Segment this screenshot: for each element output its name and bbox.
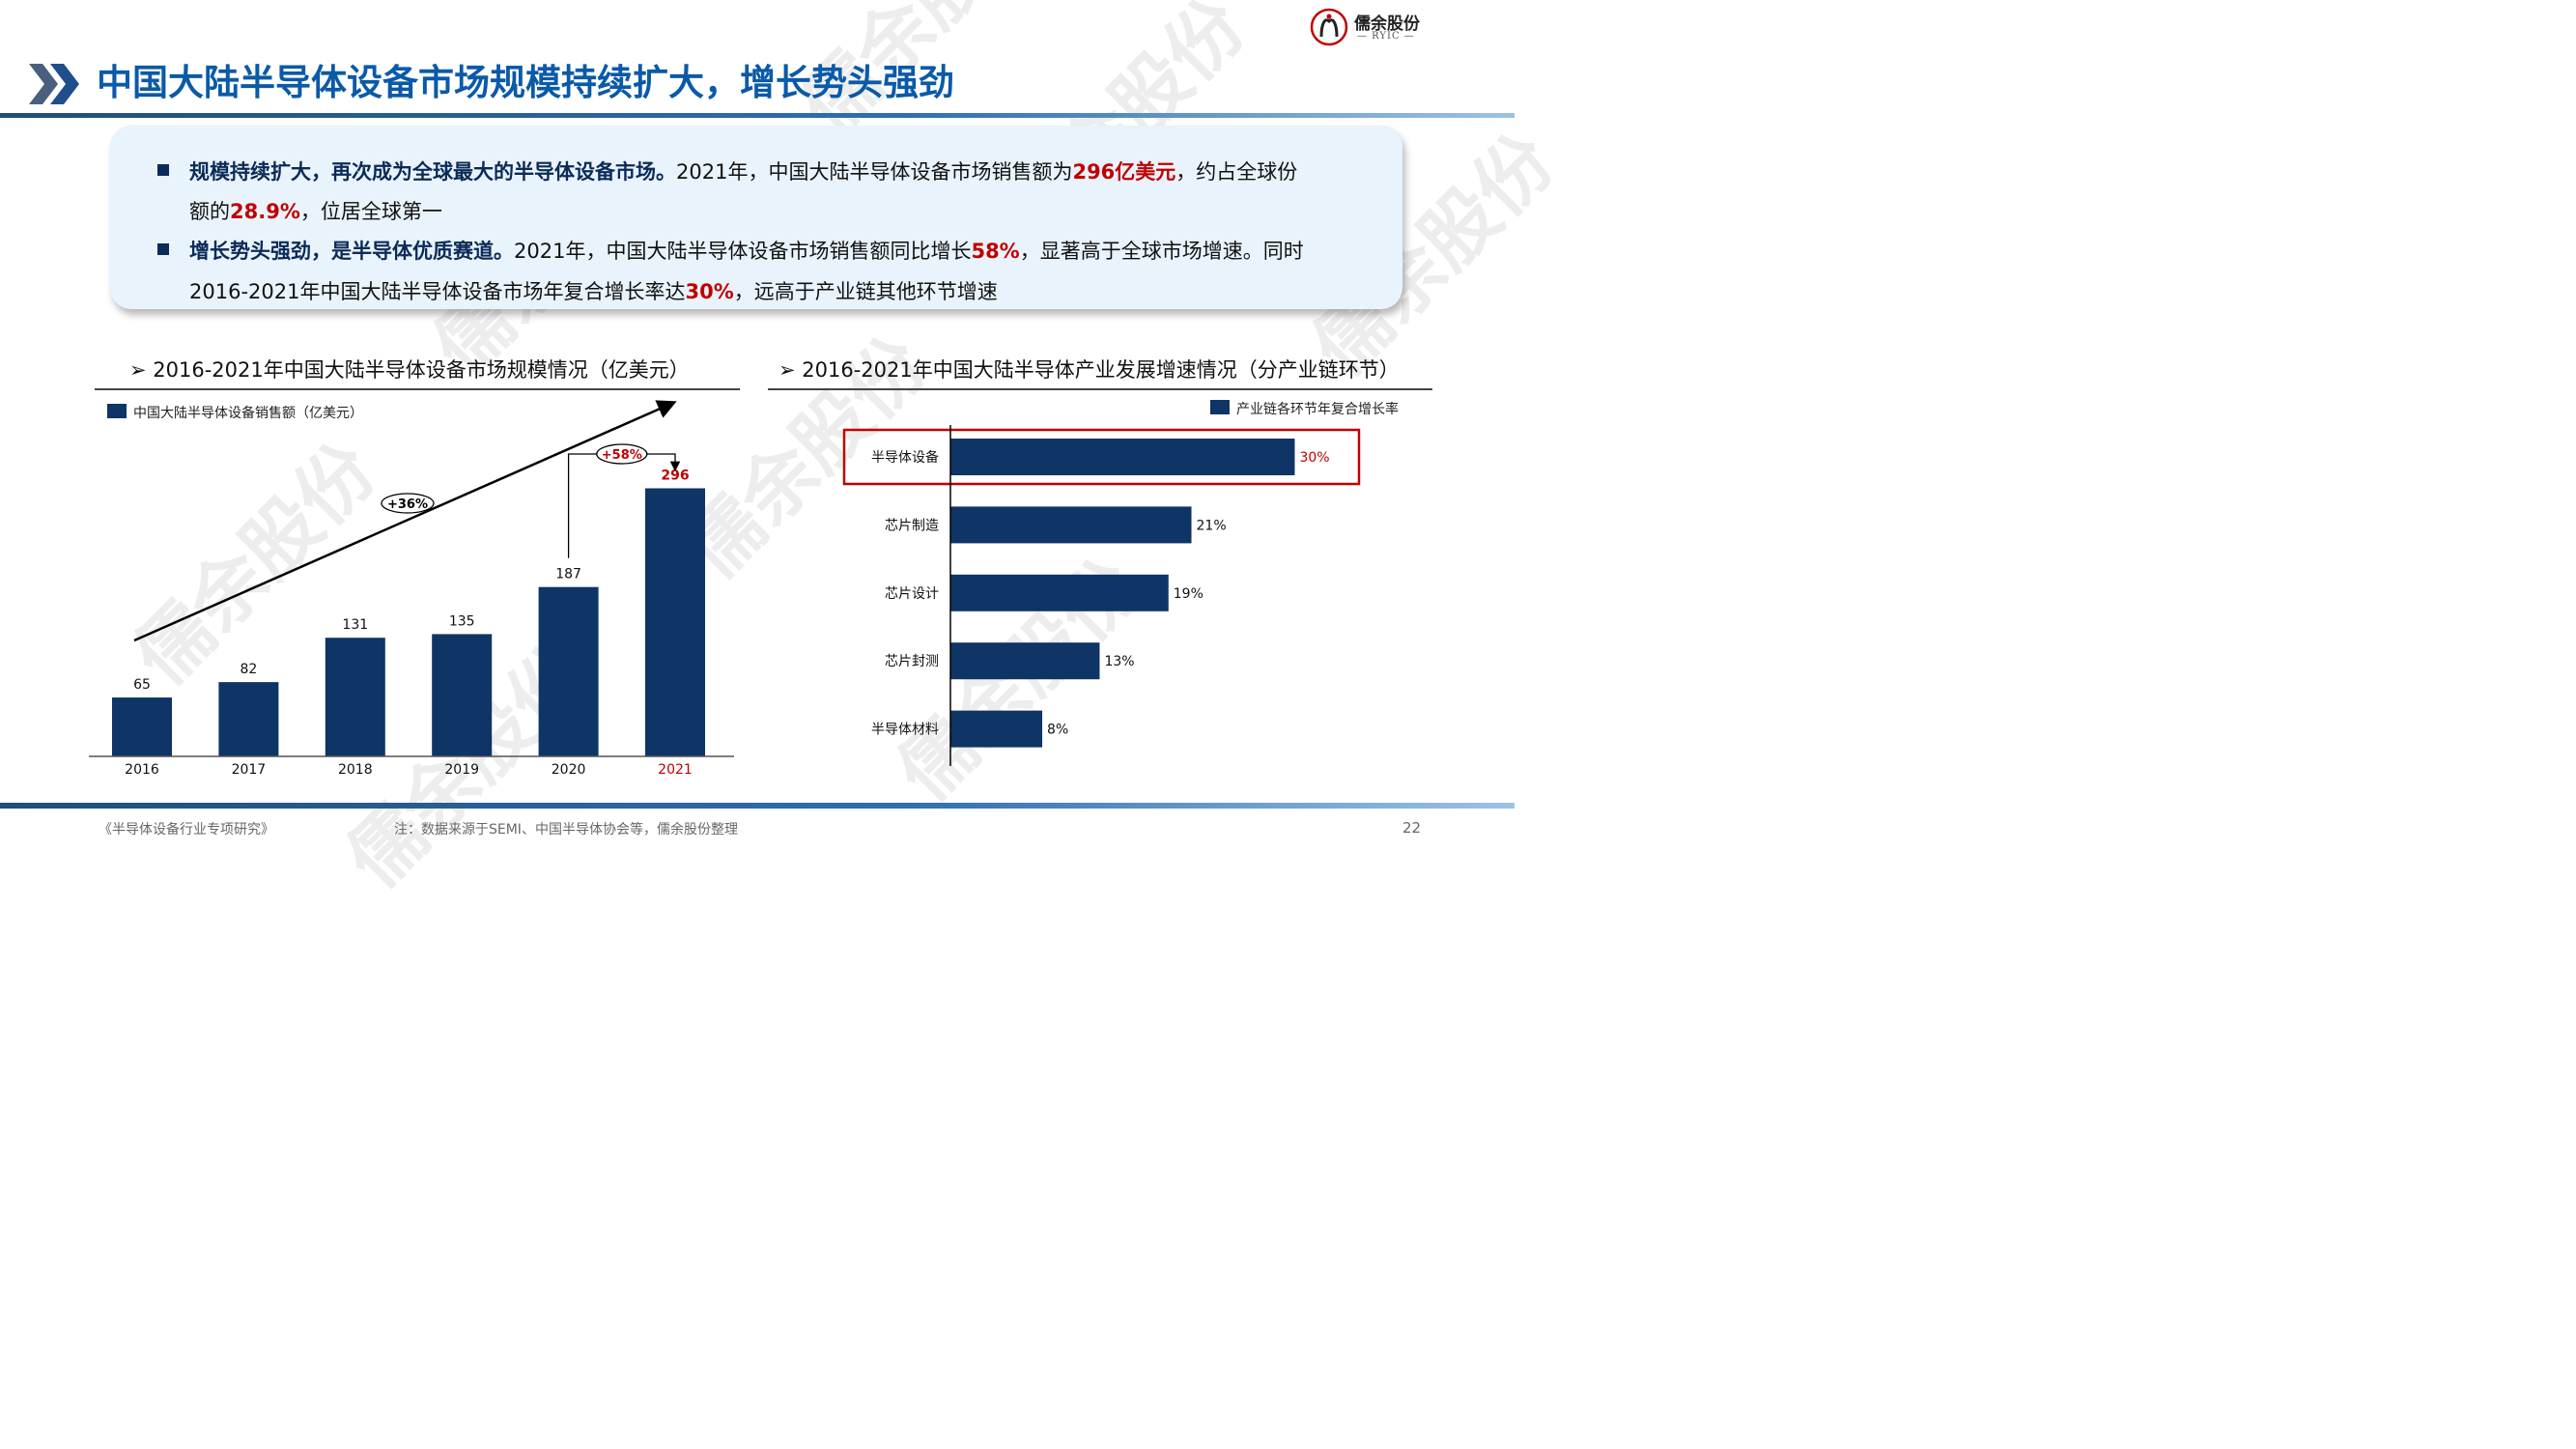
summary-bold: 增长势头强劲，是半导体优质赛道。 xyxy=(189,240,514,263)
bar-value-label: 131 xyxy=(342,617,368,633)
footer-note: 注：数据来源于SEMI、中国半导体协会等，儒余股份整理 xyxy=(394,822,738,838)
right-section-title-text: 2016-2021年中国大陆半导体产业发展增速情况（分产业链环节） xyxy=(802,358,1400,382)
summary-line-4: 2016-2021年中国大陆半导体设备市场年复合增长率达30%，远高于产业链其他… xyxy=(189,276,998,305)
bullet-icon xyxy=(157,164,169,176)
y-tick-label: 芯片制造 xyxy=(885,518,939,533)
bar-value-label: 13% xyxy=(1104,654,1134,669)
bar-value-label: 8% xyxy=(1047,723,1068,738)
y-tick-label: 芯片封测 xyxy=(885,654,939,669)
logo-name: 儒余股份 xyxy=(1354,14,1420,34)
yoy-label-bubble xyxy=(596,443,648,465)
summary-line-1: 规模持续扩大，再次成为全球最大的半导体设备市场。2021年，中国大陆半导体设备市… xyxy=(189,156,1297,185)
arrow-bullet-icon: ➢ xyxy=(778,358,803,382)
legend-swatch xyxy=(107,404,127,418)
bar xyxy=(950,642,1100,680)
summary-highlight: 296亿美元 xyxy=(1072,160,1176,184)
x-tick-label: 2018 xyxy=(338,762,373,778)
bar-value-label: 187 xyxy=(555,567,581,582)
bar xyxy=(950,506,1192,544)
trend-label-bubble xyxy=(381,493,435,514)
right-section-title: ➢ 2016-2021年中国大陆半导体产业发展增速情况（分产业链环节） xyxy=(778,355,1400,384)
bar xyxy=(645,488,705,756)
bullet-icon xyxy=(157,243,169,255)
chevron-right-icon xyxy=(29,64,79,104)
left-section-rule xyxy=(95,388,740,390)
highlight-box xyxy=(842,428,1361,486)
bar xyxy=(432,634,493,756)
x-tick-label: 2016 xyxy=(125,762,159,778)
bar xyxy=(325,638,385,756)
logo-subtitle: — RYIC — xyxy=(1357,31,1415,42)
x-tick-label: 2021 xyxy=(658,762,693,778)
bar-value-label: 135 xyxy=(449,613,475,629)
summary-text: ，位居全球第一 xyxy=(299,200,442,223)
bar xyxy=(950,710,1043,748)
y-tick-label: 半导体设备 xyxy=(871,449,939,466)
legend-label: 产业链各环节年复合增长率 xyxy=(1236,402,1399,417)
summary-line-3: 增长势头强劲，是半导体优质赛道。2021年，中国大陆半导体设备市场销售额同比增长… xyxy=(189,236,1304,265)
market-size-bar-chart: 65 2016 82 2017 131 2018 135 2019 187 2020 296 2021… xyxy=(89,400,734,778)
summary-highlight: 28.9% xyxy=(230,200,300,223)
bar xyxy=(112,697,172,756)
summary-text: 额的 xyxy=(189,200,230,223)
summary-text: 2021年，中国大陆半导体设备市场销售额为 xyxy=(676,160,1073,184)
bar-value-label: 296 xyxy=(661,469,689,484)
summary-text: 2021年，中国大陆半导体设备市场销售额同比增长 xyxy=(514,240,972,263)
bar xyxy=(950,439,1295,475)
trend-arrow xyxy=(133,400,677,642)
legend-label: 中国大陆半导体设备销售额（亿美元） xyxy=(133,406,363,421)
summary-box xyxy=(110,126,1402,309)
summary-bold: 规模持续扩大，再次成为全球最大的半导体设备市场。 xyxy=(189,160,676,184)
arrow-bullet-icon: ➢ xyxy=(129,358,154,382)
bar-value-label: 19% xyxy=(1174,586,1203,602)
y-tick-label: 半导体材料 xyxy=(871,723,939,738)
summary-text: 2016-2021年中国大陆半导体设备市场年复合增长率达 xyxy=(189,280,686,303)
bar xyxy=(218,682,279,756)
yoy-label: +58% xyxy=(602,448,642,463)
x-tick-label: 2020 xyxy=(552,762,586,778)
company-logo-icon xyxy=(1310,8,1348,46)
growth-rate-bar-chart: 半导体设备 30% 芯片制造 21% 芯片设计 19% 芯片封测 13% 半导体材料 8% xyxy=(842,425,1361,766)
footer-divider xyxy=(0,803,1514,809)
summary-highlight: 30% xyxy=(685,280,734,303)
summary-text: ，远高于产业链其他环节增速 xyxy=(733,280,998,303)
bar-value-label: 65 xyxy=(133,677,151,693)
right-section-rule xyxy=(768,388,1432,390)
bar-value-label: 82 xyxy=(240,662,257,677)
summary-highlight: 58% xyxy=(971,240,1020,263)
trend-label: +36% xyxy=(387,497,428,512)
bar-value-label: 21% xyxy=(1197,518,1227,533)
summary-text: ，约占全球份 xyxy=(1175,160,1298,184)
title-divider xyxy=(0,113,1514,118)
y-tick-label: 芯片设计 xyxy=(885,586,939,602)
bar xyxy=(538,586,599,756)
left-section-title: ➢ 2016-2021年中国大陆半导体设备市场规模情况（亿美元） xyxy=(129,355,690,384)
page-title: 中国大陆半导体设备市场规模持续扩大，增长势头强劲 xyxy=(97,62,954,103)
bar-value-label: 30% xyxy=(1299,450,1329,466)
page-number: 22 xyxy=(1402,819,1422,837)
left-section-title-text: 2016-2021年中国大陆半导体设备市场规模情况（亿美元） xyxy=(153,358,690,382)
legend-swatch xyxy=(1210,400,1230,414)
x-tick-label: 2017 xyxy=(232,762,267,778)
bar xyxy=(950,574,1169,611)
summary-line-2: 额的28.9%，位居全球第一 xyxy=(189,196,442,225)
footer-source: 《半导体设备行业专项研究》 xyxy=(99,822,274,838)
x-tick-label: 2019 xyxy=(444,762,479,778)
summary-text: ，显著高于全球市场增速。同时 xyxy=(1019,240,1304,263)
